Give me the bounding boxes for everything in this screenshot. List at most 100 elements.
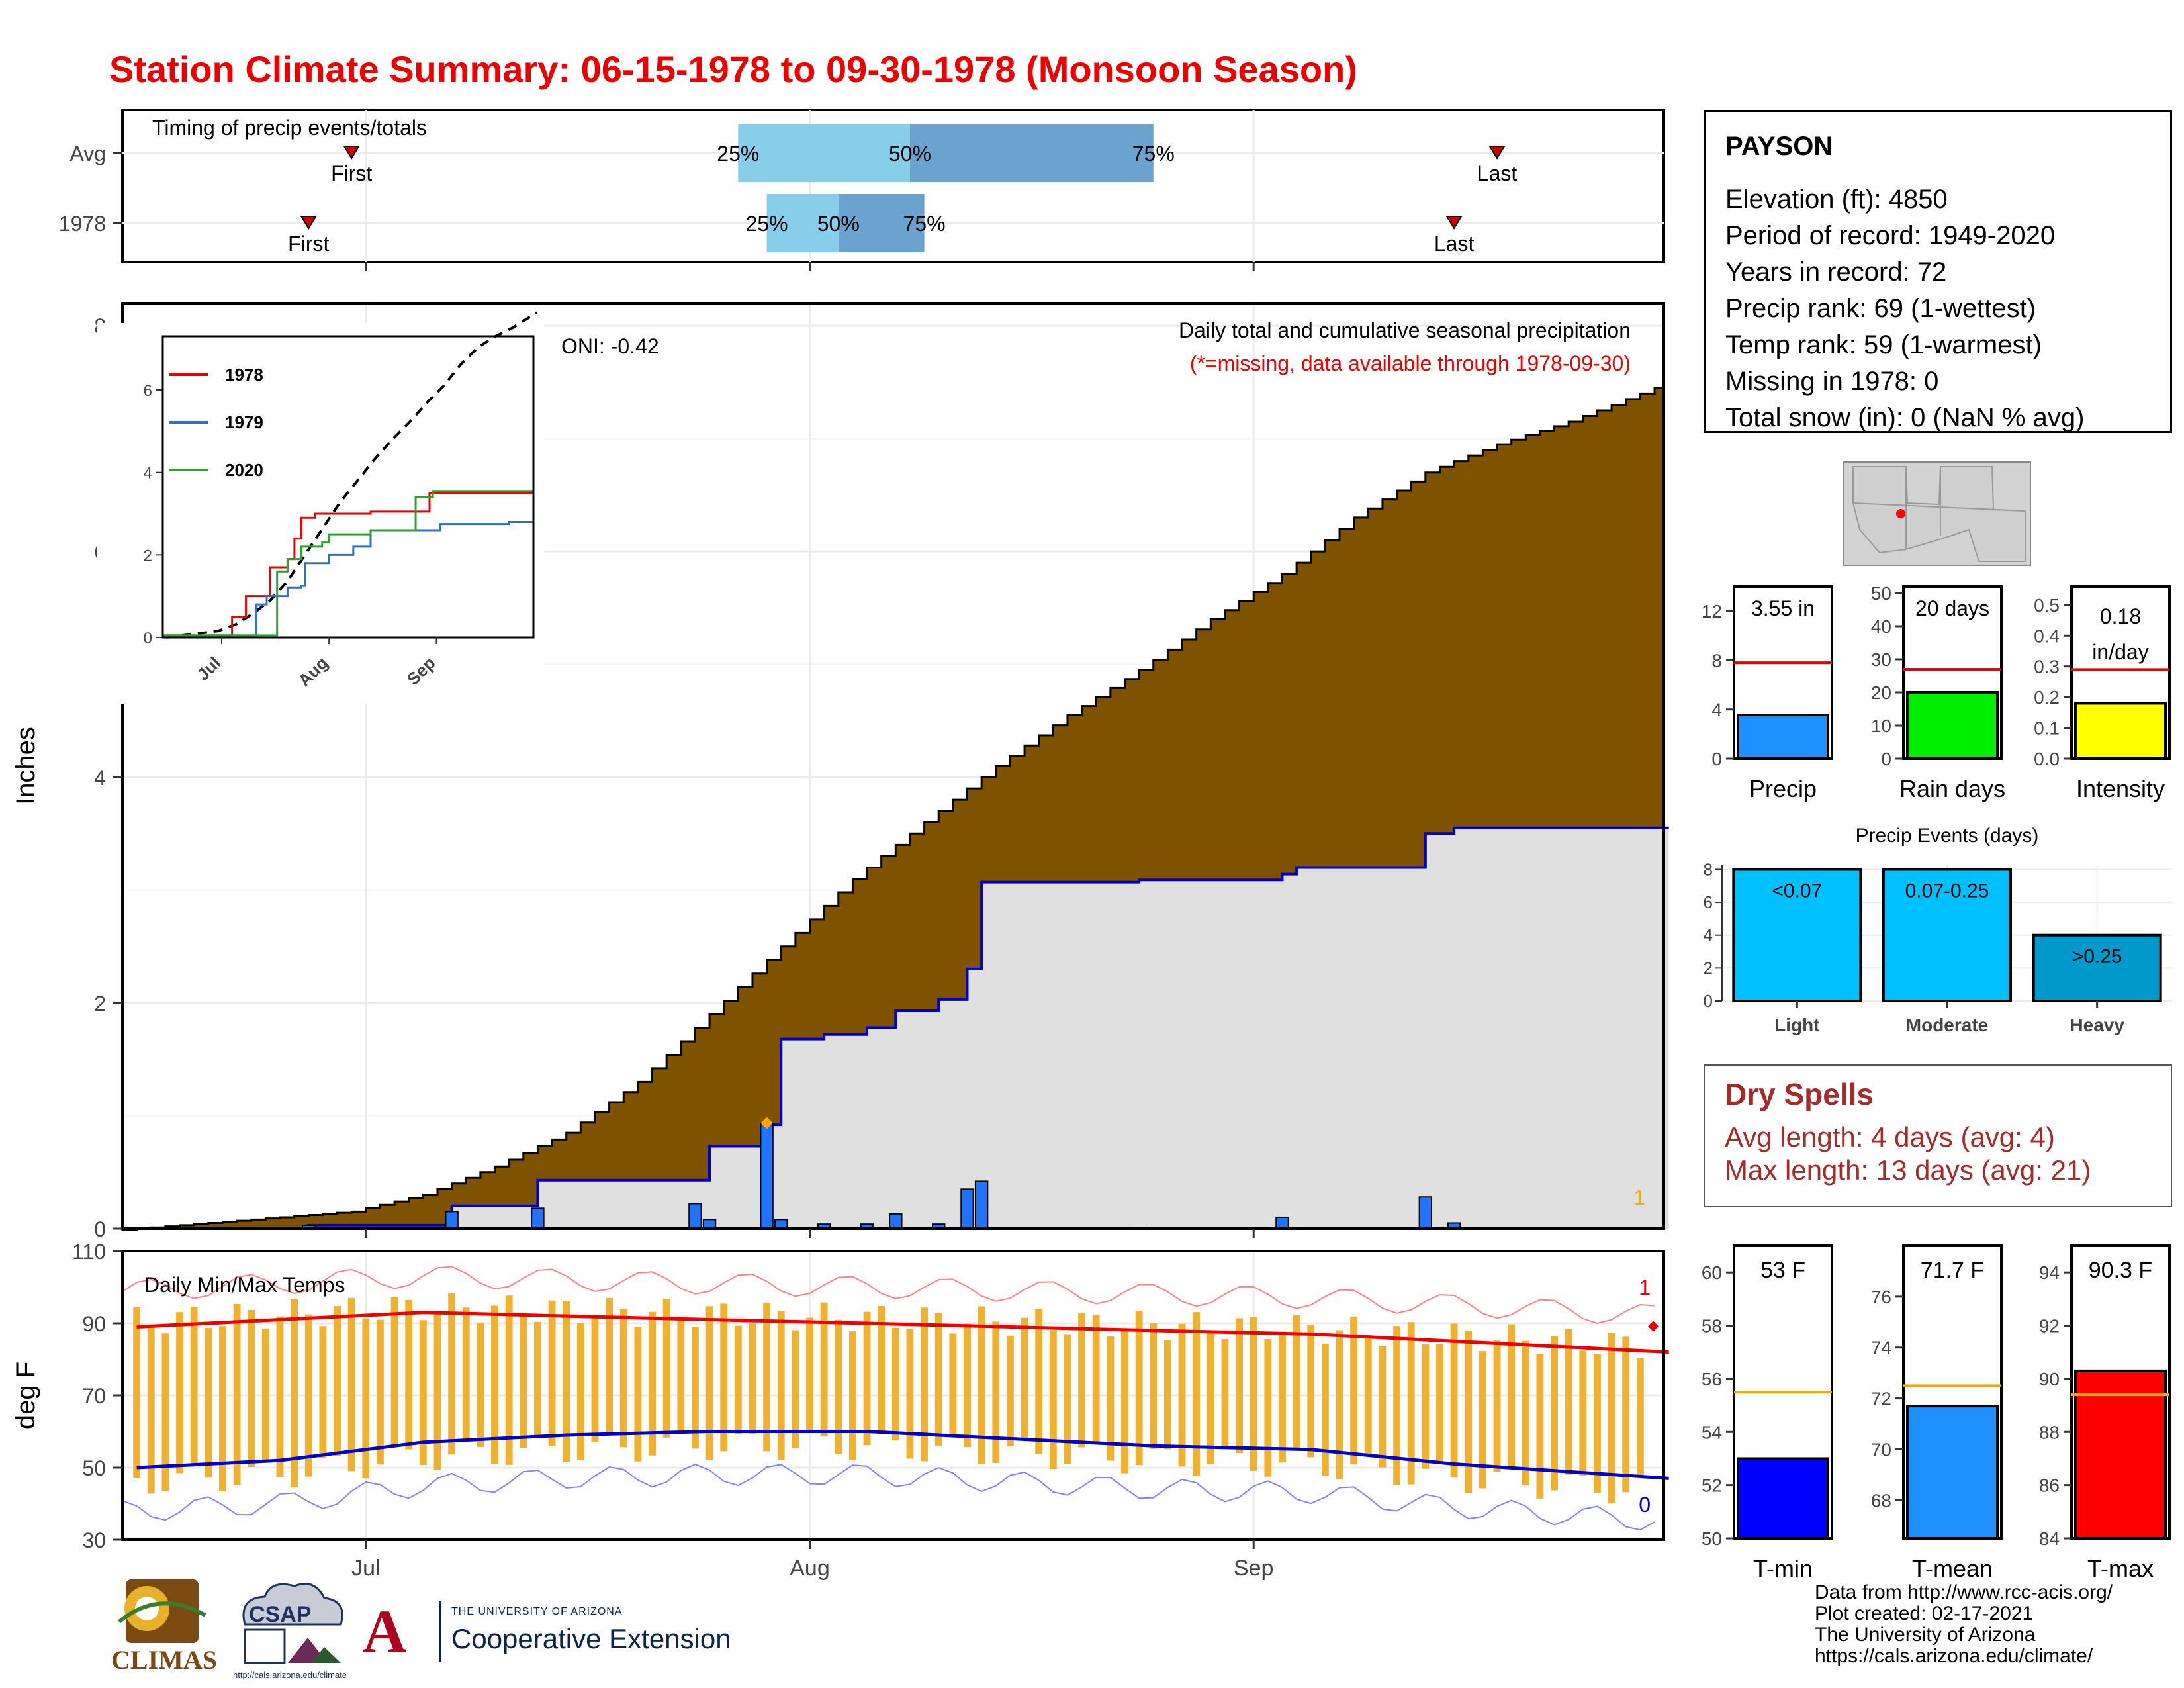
tmean-mini-y-tick-label: 72	[1871, 1389, 1891, 1409]
temp-daily-bar	[1636, 1358, 1644, 1478]
temp-daily-bar	[534, 1321, 541, 1437]
station-period: Period of record: 1949-2020	[1725, 221, 2056, 250]
temp-y-tick-label: 110	[72, 1240, 106, 1264]
timing-last-label: Last	[1477, 162, 1518, 185]
precip-events-category: Heavy	[2070, 1015, 2124, 1035]
temp-x-tick-label: Jul	[351, 1556, 380, 1581]
intensity-mini-x-label: Intensity	[2076, 775, 2165, 802]
temp-daily-bar	[921, 1307, 928, 1462]
precip-daily-bar	[974, 1180, 989, 1230]
precip-daily-bar	[702, 1219, 717, 1229]
precip-y-tick-label: 4	[94, 766, 106, 790]
temp-daily-bar	[563, 1301, 570, 1462]
station-name: PAYSON	[1725, 132, 1833, 161]
temp-daily-bar	[878, 1305, 886, 1433]
tmax-mini-y-tick-label: 86	[2039, 1476, 2060, 1496]
temp-daily-bar	[692, 1327, 699, 1449]
temp-daily-bar	[1393, 1326, 1400, 1485]
temp-daily-bar	[1035, 1309, 1043, 1454]
timing-last-label: Last	[1434, 232, 1475, 256]
station-snow: Total snow (in): 0 (NaN % avg)	[1725, 403, 2085, 432]
temp-daily-bar	[491, 1305, 498, 1464]
temp-daily-bar	[219, 1326, 226, 1491]
precip-panel: 02468InchesDaily total and cumulative se…	[11, 302, 1669, 1241]
temp-daily-bar	[319, 1326, 327, 1458]
temp-daily-bar	[133, 1307, 141, 1478]
intensity-mini-y-tick-label: 0.2	[2034, 687, 2060, 708]
tmin-mini-value: 53 F	[1760, 1258, 1805, 1283]
tmin-mini-y-tick-label: 60	[1702, 1262, 1722, 1283]
csap-logo-icon	[242, 1583, 343, 1664]
temp-daily-bar	[1321, 1343, 1329, 1476]
temp-avg-min-line	[136, 1430, 1669, 1480]
precip-note-1: Daily total and cumulative seasonal prec…	[1179, 318, 1631, 342]
temp-daily-bar	[1236, 1318, 1243, 1453]
precip-max-marker	[760, 1117, 773, 1129]
oni-label: ONI: -0.42	[561, 334, 659, 358]
temp-daily-bar	[1250, 1317, 1257, 1471]
tmax-mini-y-tick-label: 94	[2039, 1262, 2060, 1283]
tmax-mini-y-tick-label: 88	[2039, 1422, 2060, 1442]
precip-daily-bar	[760, 1123, 774, 1229]
station-location-marker	[1896, 509, 1905, 518]
credits: Data from http://www.rcc-acis.org/ Plot …	[1815, 1582, 2113, 1667]
temp-daily-bar	[1206, 1332, 1214, 1464]
station-precip-rank: Precip rank: 69 (1-wettest)	[1725, 294, 2036, 323]
temp-daily-bar	[291, 1299, 298, 1487]
temp-daily-bar	[1279, 1335, 1286, 1463]
temp-daily-bar	[548, 1300, 556, 1447]
raindays-mini-y-tick-label: 40	[1871, 616, 1891, 637]
temp-daily-bar	[662, 1299, 670, 1438]
temp-daily-bar	[347, 1297, 355, 1472]
temp-daily-bar	[205, 1328, 212, 1478]
temp-daily-bar	[1092, 1315, 1100, 1444]
dry-spells-max: Max length: 13 days (avg: 21)	[1725, 1154, 2091, 1186]
temp-daily-bar	[233, 1303, 241, 1485]
inset-average-line	[165, 311, 538, 639]
temp-daily-bar	[1107, 1336, 1115, 1461]
temp-daily-bar	[1064, 1334, 1071, 1464]
raindays-mini-y-tick-label: 30	[1871, 649, 1891, 670]
temp-daily-bar	[1608, 1333, 1615, 1504]
temp-daily-bar	[820, 1302, 828, 1437]
timing-last-marker	[1488, 146, 1506, 160]
timing-title: Timing of precip events/totals	[152, 116, 427, 140]
precip-events-bar	[1882, 868, 2012, 1003]
temp-daily-bar	[949, 1333, 957, 1436]
tmax-mini-value: 90.3 F	[2089, 1258, 2152, 1283]
tmean-mini-bar	[1906, 1405, 1999, 1540]
precip-1978-line	[122, 826, 1669, 1230]
temp-daily-bar	[734, 1325, 742, 1434]
tmax-mini-bar	[2074, 1369, 2167, 1540]
timing-p75-label: 75%	[1132, 142, 1175, 165]
inset-year-line	[163, 518, 535, 637]
precip-mini-x-label: Precip	[1749, 775, 1817, 802]
station-info-box: PAYSON Elevation (ft): 4850 Period of re…	[1704, 110, 2172, 433]
temp-daily-bar	[419, 1320, 427, 1465]
precip-y-axis-label: Inches	[11, 727, 40, 805]
precip-mini-y-tick-label: 12	[1702, 601, 1722, 622]
temp-y-axis-label: deg F	[11, 1362, 40, 1429]
temp-daily-bar	[1536, 1354, 1544, 1499]
precip-daily-bar	[688, 1203, 702, 1229]
temp-daily-bar	[835, 1319, 842, 1454]
tmin-mini-y-tick-label: 50	[1702, 1528, 1722, 1549]
timing-first-marker	[300, 216, 318, 230]
raindays-mini-y-tick-label: 10	[1871, 716, 1891, 736]
precip-events-y-tick-label: 4	[1704, 925, 1713, 945]
dry-spells-box: Dry Spells Avg length: 4 days (avg: 4) M…	[1704, 1064, 2172, 1207]
precip-events-panel: Precip Events (days) <0.07 Light 0.07-0.25 M…	[1704, 825, 2172, 1035]
temp-daily-bar	[1407, 1322, 1415, 1485]
timing-p50-label: 50%	[817, 212, 860, 236]
temp-daily-bar	[448, 1293, 456, 1455]
precip-daily-bar	[531, 1207, 545, 1230]
raindays-mini-y-tick-label: 20	[1871, 682, 1891, 703]
station-temp-rank: Temp rank: 59 (1-warmest)	[1725, 330, 2042, 359]
inset-y-tick-label: 6	[144, 382, 152, 400]
temp-daily-bar	[261, 1329, 269, 1463]
temp-daily-bar	[606, 1297, 614, 1434]
temp-y-tick-label: 50	[82, 1456, 106, 1480]
temp-daily-bar	[978, 1306, 985, 1464]
timing-panel: Timing of precip events/totals Avg 25% 50% 7…	[59, 109, 1665, 271]
